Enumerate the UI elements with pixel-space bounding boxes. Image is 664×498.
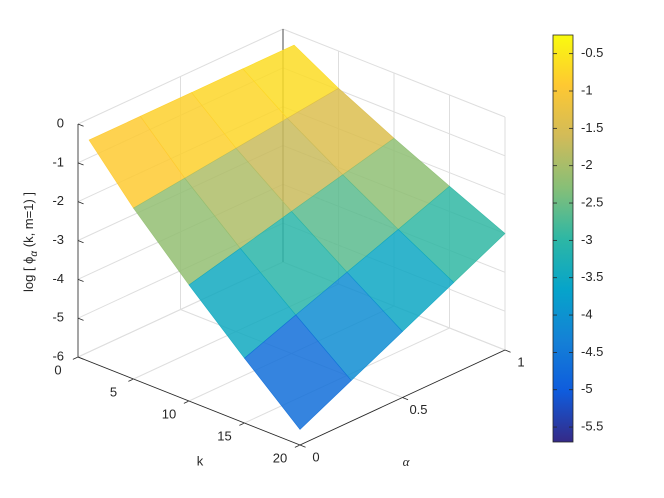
colorbar [552,34,574,443]
z-tick [77,240,84,244]
x-tick [239,422,245,426]
z-tick [77,201,84,205]
x-tick-label: 20 [273,450,287,465]
colorbar-tick-label: -4 [581,306,593,321]
surface [88,44,506,430]
z-tick [77,123,84,127]
z-tick [77,278,84,282]
z-tick-label: -1 [52,154,64,169]
x-tick [128,378,134,382]
colorbar-tick-label: -4.5 [581,344,603,359]
z-tick-label: -5 [52,310,64,325]
z-tick-label: -2 [52,193,64,208]
x-tick-label: 0 [54,362,61,377]
z-tick-label: 0 [57,115,64,130]
axis-edge [299,349,506,446]
colorbar-tick-label: -2.5 [581,194,603,209]
colorbar-tick-label: -5.5 [581,419,603,434]
z-tick-label: -4 [52,271,64,286]
z-label-rest: (k, m=1) ] [21,192,36,251]
x-tick-label: 15 [217,428,231,443]
z-tick [77,317,84,321]
colorbar-tick-label: -3 [581,232,593,247]
y-tick-label: 0.5 [409,402,427,417]
y-tick [402,397,409,401]
colorbar-tick-label: -1 [581,82,593,97]
z-axis-label: log [ ϕα (k, m=1) ] [21,192,39,292]
x-tick-label: 5 [110,384,117,399]
y-axis-label: α [403,454,411,469]
x-tick-label: 10 [162,406,176,421]
z-label-sub: α [29,251,40,257]
wall-grid-z [77,28,284,125]
surface-patch [244,314,352,430]
y-tick [299,444,306,448]
z-label-main: log [ ϕ [21,257,36,292]
wall-grid-z [282,28,506,118]
y-tick-label: 0 [312,449,319,464]
y-tick-label: 1 [517,354,524,369]
x-tick [183,400,190,404]
z-tick-label: -3 [52,232,64,247]
x-axis-label: k [197,453,204,468]
colorbar-tick-label: -5 [581,381,593,396]
z-tick [77,162,84,166]
colorbar-tick-label: -2 [581,157,593,172]
colorbar-tick-label: -1.5 [581,120,603,135]
z-tick-label: -6 [52,348,64,363]
x-tick [294,444,301,448]
colorbar-tick-label: -0.5 [581,45,603,60]
axis-edge [77,356,301,446]
x-tick [72,356,79,360]
y-tick [504,349,511,353]
colorbar-tick-label: -3.5 [581,269,603,284]
